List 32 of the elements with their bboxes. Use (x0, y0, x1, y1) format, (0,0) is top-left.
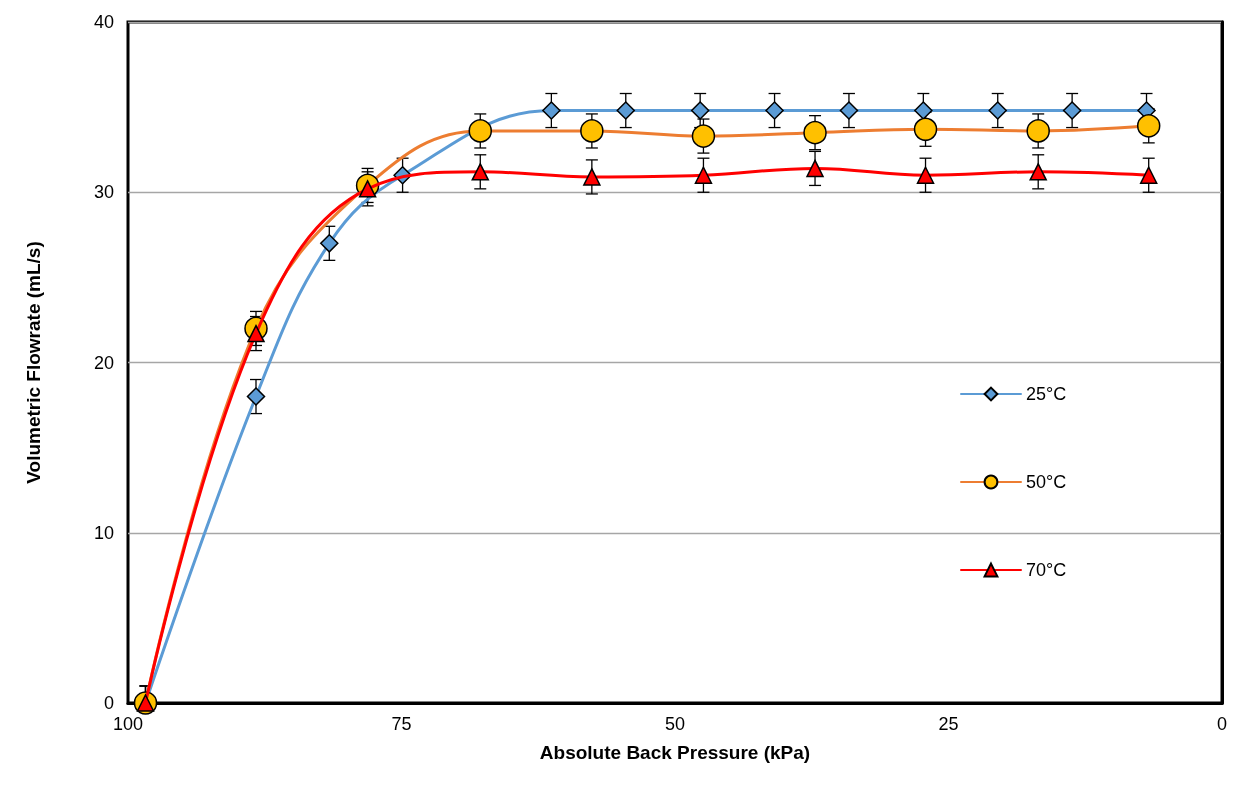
point (320, 234, 339, 253)
x-tick-label: 50 (664, 714, 686, 734)
point (1139, 166, 1158, 184)
x-tick-label: 25 (938, 714, 959, 734)
point (914, 101, 933, 120)
point (690, 101, 710, 120)
point (916, 166, 935, 184)
y-tick-label: 10 (93, 522, 114, 543)
point (1062, 101, 1082, 120)
x-tick-label: 0 (1216, 714, 1228, 734)
x-tick-label: 100 (112, 714, 144, 734)
x-tick-label: 75 (391, 714, 412, 734)
point (765, 101, 784, 120)
point (471, 163, 490, 181)
y-tick-label: 0 (103, 693, 114, 713)
point (246, 387, 266, 406)
legend-label: 50°C (1026, 472, 1067, 492)
point (694, 166, 713, 184)
legend-label: 25°C (1026, 384, 1067, 404)
y-axis-title: Volumetric Flowrate (mL/s) (23, 241, 44, 484)
point (839, 101, 859, 120)
point (542, 101, 561, 120)
y-tick-label: 30 (93, 182, 114, 203)
point (988, 101, 1007, 120)
y-tick-label: 20 (93, 352, 114, 373)
point (583, 168, 601, 186)
point (616, 101, 636, 120)
y-tick-label: 40 (93, 12, 114, 32)
point (1029, 163, 1047, 181)
legend-label: 70°C (1026, 560, 1067, 580)
point (806, 159, 824, 178)
x-axis-title: Absolute Back Pressure (kPa) (539, 742, 811, 763)
